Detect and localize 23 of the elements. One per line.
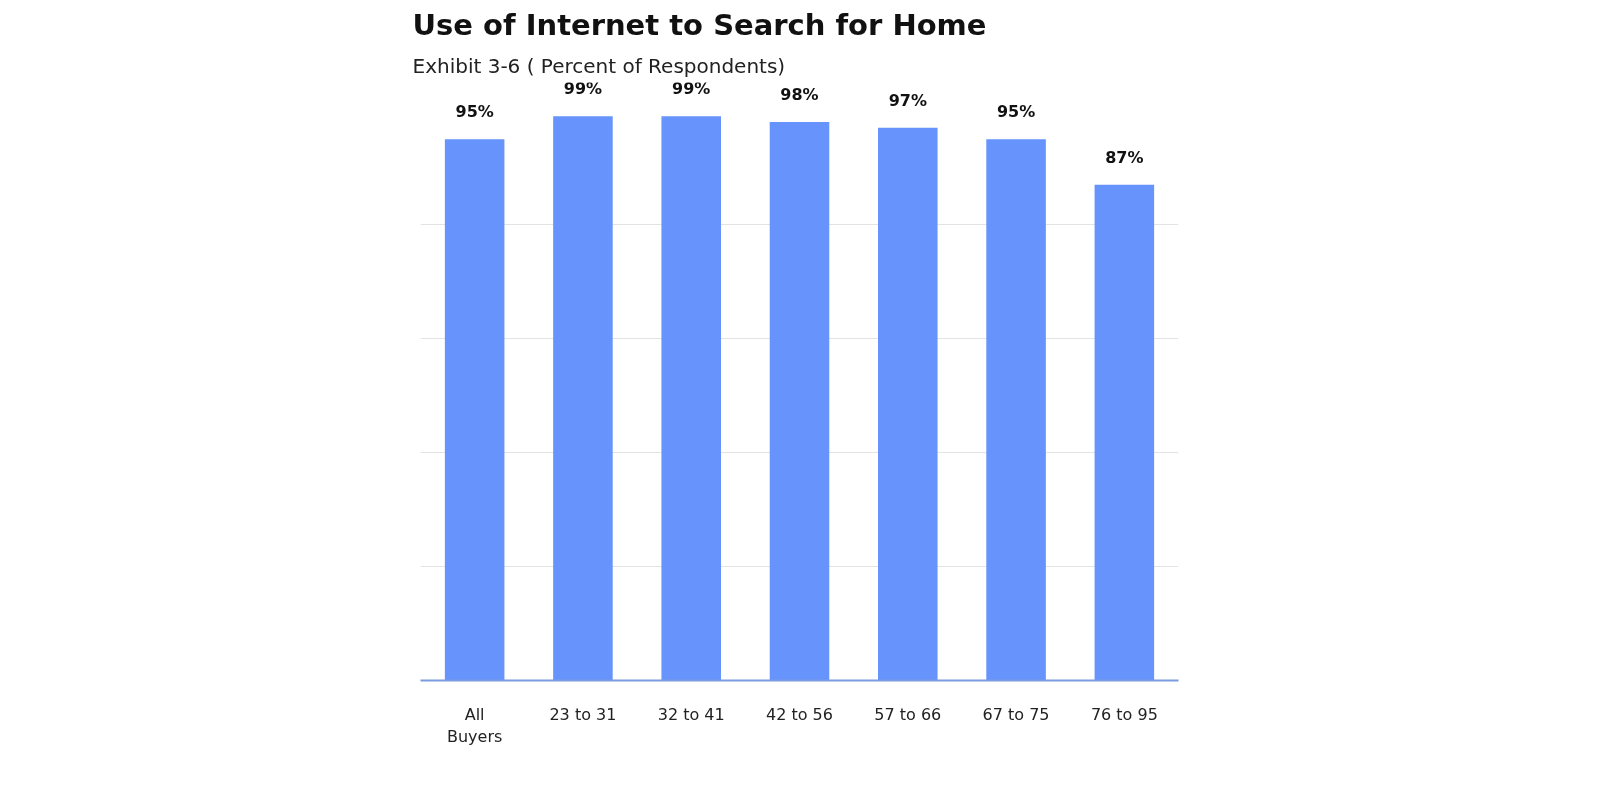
- data-label: 98%: [780, 85, 819, 105]
- chart-subtitle: Exhibit 3-6 ( Percent of Respondents): [412, 53, 786, 78]
- data-label: 97%: [888, 90, 927, 110]
- x-tick-label: All Buyers: [446, 704, 503, 747]
- bar: [986, 139, 1046, 681]
- bar: [444, 139, 505, 681]
- x-tick-label: 67 to 75: [982, 704, 1050, 724]
- bar: [769, 122, 830, 681]
- data-label: 95%: [996, 102, 1036, 122]
- bar: [661, 116, 721, 681]
- x-tick-label: 42 to 56: [766, 704, 833, 724]
- x-tick-label: 32 to 41: [657, 704, 725, 724]
- x-tick-label: 23 to 31: [549, 704, 617, 724]
- bar: [553, 116, 613, 681]
- chart-title: Use of Internet to Search for Home: [412, 7, 987, 42]
- x-tick-label: 76 to 95: [1090, 704, 1158, 724]
- data-label: 99%: [563, 79, 603, 99]
- data-label: 95%: [455, 102, 494, 122]
- bar: [1094, 184, 1155, 681]
- data-label: 87%: [1105, 147, 1144, 167]
- data-label: 99%: [672, 79, 711, 99]
- bar: [878, 127, 938, 681]
- x-tick-label: 57 to 66: [874, 704, 942, 724]
